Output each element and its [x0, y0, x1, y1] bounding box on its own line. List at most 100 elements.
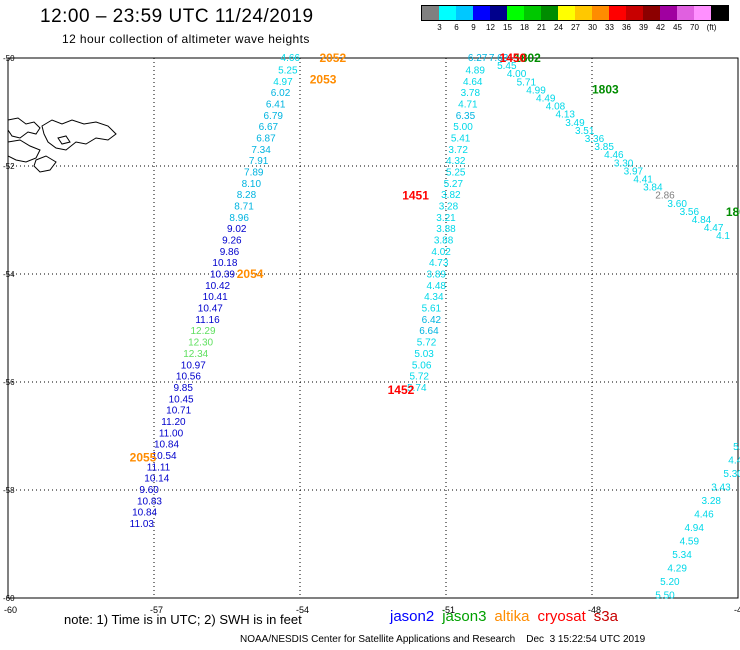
wave-height-value: 10.41: [203, 292, 228, 303]
wave-height-value: 10.45: [169, 394, 194, 405]
wave-height-value: 5.74: [407, 383, 427, 394]
legend-label: 33: [605, 23, 614, 32]
legend-swatch: [422, 6, 439, 20]
wave-height-value: 9.02: [227, 224, 247, 235]
legend-swatch: [524, 6, 541, 20]
wave-height-value: 3.51: [575, 126, 595, 137]
wave-height-value: 12.30: [188, 338, 213, 349]
island-outline: [7, 139, 41, 163]
legend-label: 36: [622, 23, 631, 32]
wave-height-value: 6.79: [264, 111, 284, 122]
pass-time-label: 1803: [592, 82, 619, 96]
legend-swatch: [609, 6, 626, 20]
wave-height-value: 6.67: [259, 122, 279, 133]
wave-height-value: 3.82: [441, 190, 461, 201]
wave-height-value: 4.94: [684, 523, 704, 534]
lat-label: -60: [3, 594, 15, 603]
wave-height-value: 6.64: [419, 326, 439, 337]
legend-swatch: [694, 6, 711, 20]
wave-height-value: 12.29: [191, 326, 216, 337]
wave-height-value: 5.50: [655, 590, 675, 601]
legend-swatch: [439, 6, 456, 20]
legend-label: 30: [588, 23, 597, 32]
wave-height-value: 4.66: [281, 53, 301, 64]
satellite-legend-jason2: jason2: [390, 608, 435, 625]
wave-height-value: 3.97: [624, 166, 644, 177]
wave-height-value: 5.41: [451, 133, 471, 144]
legend-swatch: [643, 6, 660, 20]
wave-height-value: 11.20: [161, 417, 186, 428]
lat-label: -50: [3, 54, 15, 63]
pass-time-label: 2053: [310, 73, 337, 87]
wave-height-value: 3.30: [614, 158, 634, 169]
wave-height-value: 10.54: [152, 451, 177, 462]
legend-swatch: [507, 6, 524, 20]
wave-height-value: 3.88: [436, 224, 456, 235]
wave-height-value: 4.08: [546, 102, 566, 113]
wave-height-value: 3.56: [680, 207, 700, 218]
wave-height-value: 4.4: [728, 455, 740, 466]
legend-label: 6: [454, 23, 459, 32]
wave-height-value: 4.64: [463, 77, 483, 88]
legend-label: (ft): [706, 23, 717, 32]
wave-height-value: 7.34: [251, 145, 271, 156]
wave-height-value: 5.30: [723, 469, 740, 480]
legend-swatch: [711, 6, 728, 20]
wave-height-value: 5.72: [410, 372, 430, 383]
map-title: 12:00 – 23:59 UTC 11/24/2019: [40, 6, 314, 27]
legend-label: 21: [537, 23, 546, 32]
wave-height-value: 5.27: [444, 179, 464, 190]
wave-height-value: 9.85: [173, 383, 193, 394]
wave-height-value: 4.99: [526, 85, 546, 96]
wave-height-value: 10.84: [154, 440, 179, 451]
wave-height-value: 3.21: [436, 213, 456, 224]
island-outline: [41, 119, 117, 151]
wave-height-value: 10.47: [198, 304, 223, 315]
wave-height-value: 2.86: [655, 191, 675, 202]
wave-height-value: 5.: [733, 442, 740, 453]
wave-height-value: 6.41: [266, 99, 286, 110]
legend-label: 18: [520, 23, 529, 32]
lat-label: -58: [3, 486, 15, 495]
wave-height-value: 3.60: [667, 199, 687, 210]
wave-height-value: 11.11: [147, 462, 171, 473]
wave-height-value: 7.89: [244, 167, 264, 178]
pass-time-label: 2054: [237, 267, 264, 281]
wave-height-value: 3.84: [643, 183, 663, 194]
wave-height-value: 3.49: [565, 118, 585, 129]
wave-height-value: 5.00: [453, 122, 473, 133]
wave-height-value: 4.47: [704, 223, 724, 234]
pass-time-label: 1451: [402, 189, 429, 203]
pass-time-label: 180: [726, 205, 740, 219]
lon-label: -60: [4, 605, 17, 615]
wave-height-value: 4.41: [633, 175, 653, 186]
legend-swatch: [490, 6, 507, 20]
wave-height-value: 3.28: [702, 496, 722, 507]
satellite-legend-altika: altika: [494, 608, 530, 625]
legend-swatch: [473, 6, 490, 20]
legend-labels: 3 6 9 12 15 18 21 24 27 30 33 36 39 42 45 70 (ft): [421, 21, 729, 33]
legend-swatch: [558, 6, 575, 20]
wave-height-value: 10.97: [181, 360, 206, 371]
wave-height-value: 4.49: [536, 94, 556, 105]
lon-label: -48: [588, 605, 601, 615]
wave-height-value: 4.13: [556, 110, 576, 121]
legend-swatches: [421, 5, 729, 21]
wave-height-value: 5.45: [497, 61, 517, 72]
wave-height-value: 5.61: [422, 304, 442, 315]
wave-height-value: 3.36: [585, 134, 605, 145]
map-subtitle: 12 hour collection of altimeter wave hei…: [62, 32, 310, 46]
island-outline: [33, 155, 57, 173]
satellite-legend: jason2 jason3 altika cryosat s3a: [390, 608, 626, 625]
wave-height-value: 5.71: [517, 77, 537, 88]
wave-height-value: 10.84: [132, 508, 157, 519]
wave-height-value: 4.00: [507, 69, 527, 80]
legend-label: 15: [503, 23, 512, 32]
legend-swatch: [456, 6, 473, 20]
legend-label: 3: [437, 23, 442, 32]
pass-time-label: 2055: [130, 451, 157, 465]
units-note: note: 1) Time is in UTC; 2) SWH is in fe…: [64, 612, 302, 627]
legend-swatch: [575, 6, 592, 20]
wave-height-value: 7.91: [249, 156, 269, 167]
